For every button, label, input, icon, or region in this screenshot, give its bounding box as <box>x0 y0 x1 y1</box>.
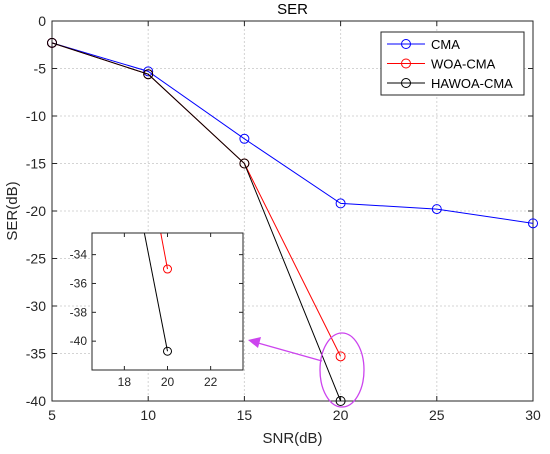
y-tick-label: -15 <box>26 156 46 172</box>
legend-label: WOA-CMA <box>431 57 496 72</box>
inset-line-hawoa-cma <box>143 233 168 352</box>
y-tick-label: -10 <box>26 108 46 124</box>
chart-title: SER <box>277 1 308 18</box>
x-tick-label: 30 <box>525 407 541 423</box>
y-tick-label: -30 <box>26 298 46 314</box>
inset-x-tick-label: 22 <box>204 375 218 389</box>
legend-marker-woa-cma <box>401 58 411 69</box>
legend-marker-cma <box>401 39 411 49</box>
inset-y-tick-label: -36 <box>70 276 88 290</box>
data-point-hawoa-cma <box>143 69 154 80</box>
legend-marker-hawoa-cma <box>401 78 411 88</box>
legend-label: HAWOA-CMA <box>431 76 513 91</box>
inset-y-tick-label: -34 <box>70 248 88 262</box>
annotation-arrow-line <box>257 342 323 362</box>
y-tick-label: 0 <box>38 13 46 29</box>
legend-label: CMA <box>431 37 460 52</box>
data-point-cma <box>143 66 154 77</box>
inset-box <box>91 232 244 371</box>
y-tick-label: -40 <box>26 393 46 409</box>
data-point-cma <box>528 218 538 229</box>
y-tick-label: -35 <box>26 346 46 362</box>
x-tick-label: 10 <box>140 407 156 423</box>
highlight-ellipse <box>319 332 365 408</box>
inset-line-woa-cma <box>160 233 168 270</box>
y-tick-label: -25 <box>26 251 46 267</box>
inset-x-tick-label: 20 <box>161 375 175 389</box>
data-point-woa-cma <box>335 351 346 362</box>
annotation-arrow-head <box>248 337 261 348</box>
inset-point-hawoa-cma <box>163 346 172 356</box>
series-line-hawoa-cma <box>51 42 342 402</box>
x-tick-label: 5 <box>48 407 56 423</box>
y-tick-label: -20 <box>26 203 46 219</box>
data-point-cma <box>431 204 442 215</box>
data-point-hawoa-cma <box>335 396 346 406</box>
data-point-hawoa-cma <box>239 158 250 169</box>
x-axis-label: SNR(dB) <box>262 430 322 447</box>
inset-series-group <box>143 233 172 356</box>
series-line-cma <box>51 42 534 224</box>
y-tick-label: -5 <box>34 61 47 77</box>
inset-y-tick-label: -40 <box>70 334 88 348</box>
inset-point-woa-cma <box>163 264 172 274</box>
data-point-cma <box>239 133 250 144</box>
y-axis-label: SER(dB) <box>4 181 21 240</box>
inset-y-tick-label: -38 <box>70 305 88 319</box>
data-point-cma <box>335 198 346 209</box>
x-tick-label: 25 <box>429 407 445 423</box>
x-tick-label: 15 <box>237 407 253 423</box>
x-tick-label: 20 <box>333 407 349 423</box>
data-point-hawoa-cma <box>47 37 57 48</box>
inset-x-tick-label: 18 <box>118 375 132 389</box>
